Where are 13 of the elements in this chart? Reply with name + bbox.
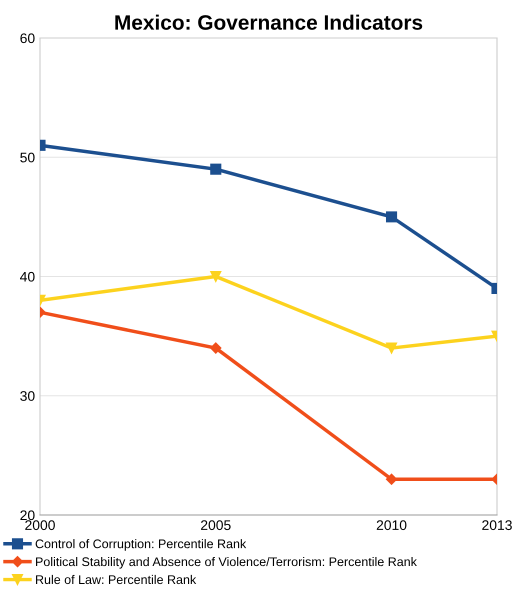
y-tick-label: 20: [20, 510, 35, 520]
legend-label: Rule of Law: Percentile Rank: [36, 574, 196, 584]
y-tick-label: 60: [20, 33, 35, 44]
y-tick-label: 30: [20, 391, 35, 401]
x-tick-label: 2013: [482, 520, 512, 530]
y-tick-label: 50: [20, 152, 35, 162]
legend-label: Control of Corruption: Percentile Rank: [36, 539, 246, 551]
chart-title: Mexico: Governance Indicators: [115, 14, 422, 30]
x-tick-label: 2005: [201, 520, 231, 530]
legend-label: Political Stability and Absence of Violence/Terrorism: Percentile Rank: [36, 556, 417, 569]
y-tick-label: 40: [20, 272, 35, 282]
x-tick-label: 2000: [25, 520, 55, 530]
x-tick-label: 2010: [376, 520, 406, 530]
